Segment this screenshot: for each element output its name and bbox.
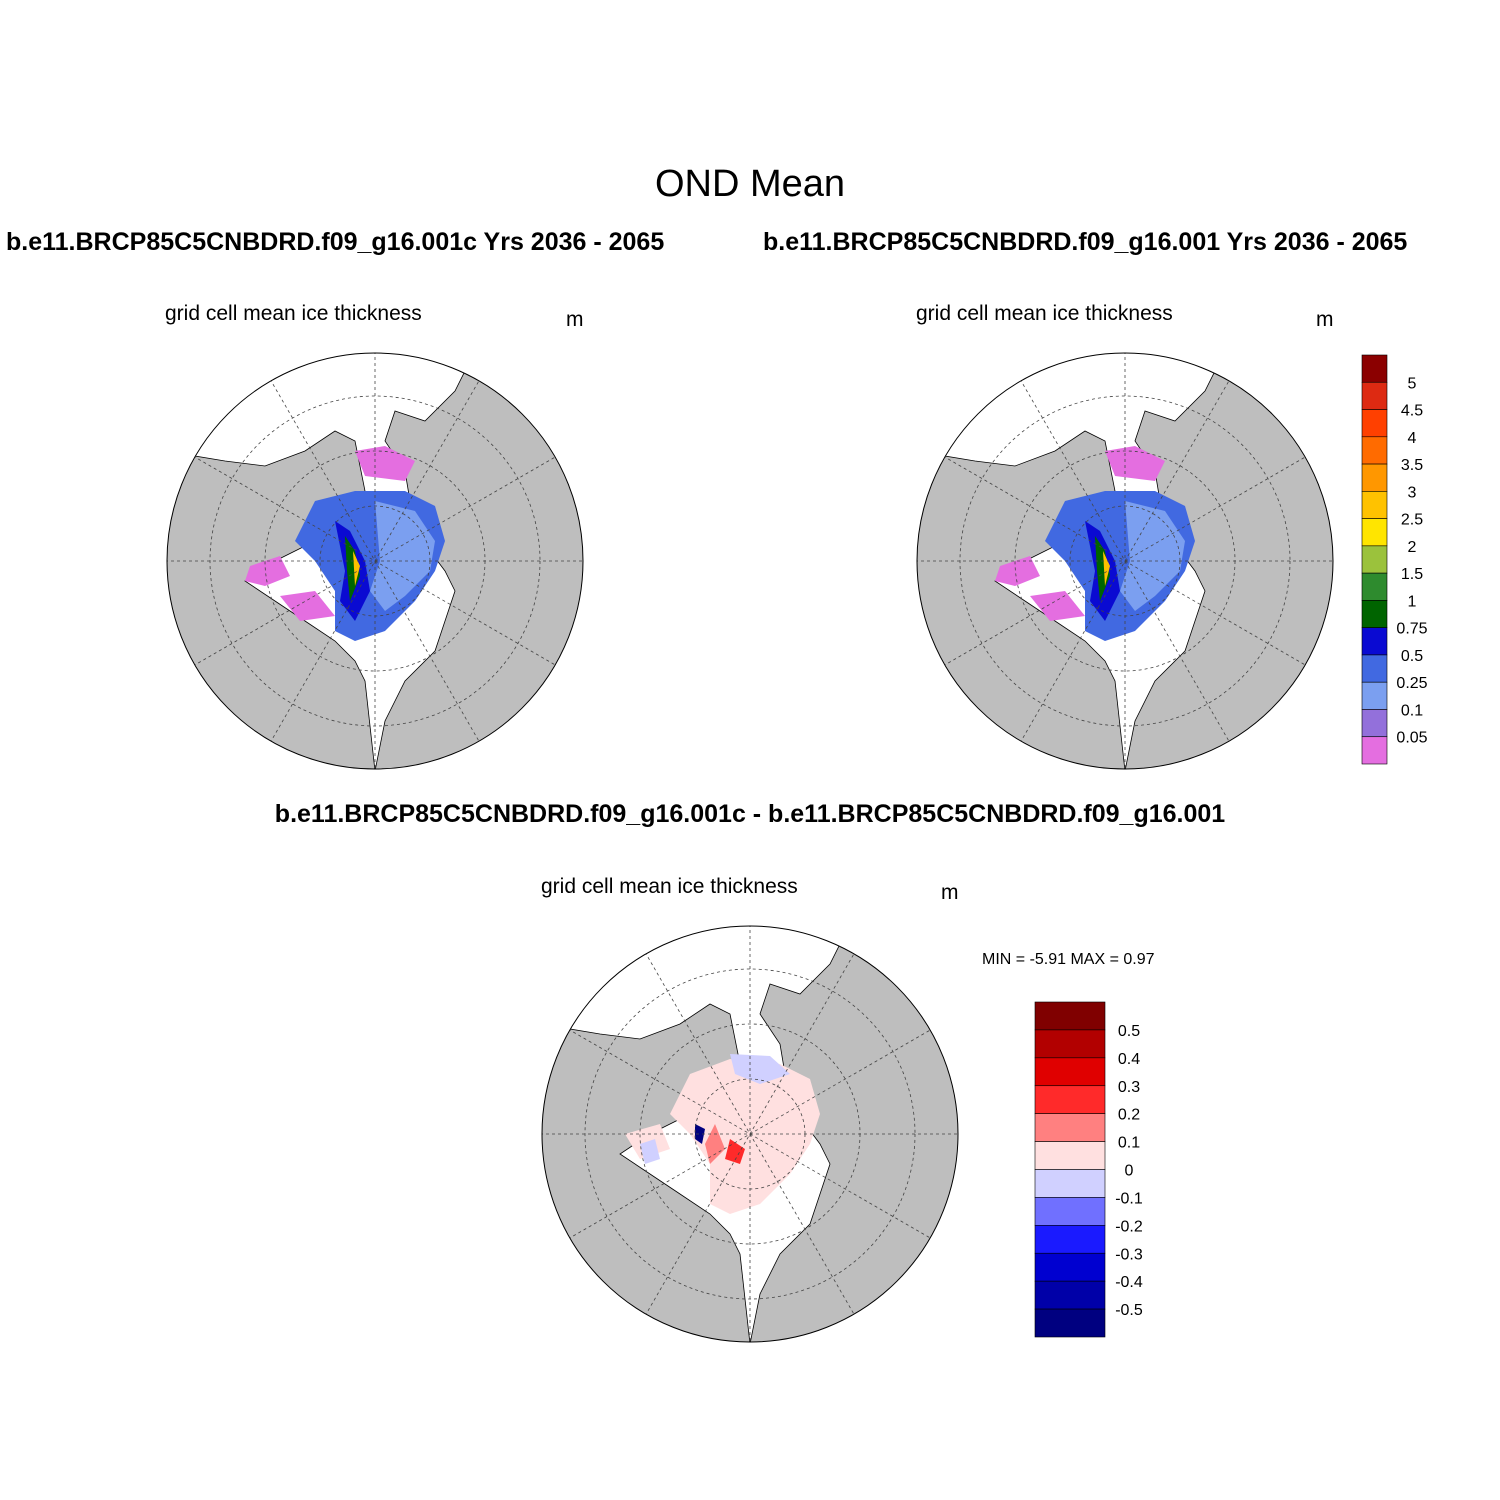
thickness-colorbar-tick-label: 3 [1408, 484, 1417, 501]
left-polar-map [166, 352, 584, 770]
diff-colorbar-tick-label: -0.1 [1115, 1190, 1143, 1207]
right-panel-unit: m [1316, 308, 1334, 331]
diff-colorbar-swatch [1034, 1308, 1106, 1338]
thickness-colorbar-tick-label: 0.25 [1396, 675, 1427, 692]
thickness-colorbar-tick-label: 1 [1408, 593, 1417, 610]
thickness-colorbar-swatch [1361, 654, 1388, 683]
diff-panel-unit: m [941, 881, 959, 904]
left-panel-label: grid cell mean ice thickness [165, 302, 422, 325]
diff-colorbar-swatch [1034, 1280, 1106, 1310]
diff-colorbar-tick-label: 0.5 [1118, 1023, 1140, 1040]
diff-colorbar-swatch [1034, 1085, 1106, 1114]
diff-minmax: MIN = -5.91 MAX = 0.97 [982, 951, 1155, 968]
thickness-colorbar-tick-label: 0.05 [1396, 730, 1427, 747]
thickness-colorbar-swatch [1361, 491, 1388, 519]
diff-colorbar-swatch [1034, 1057, 1106, 1087]
thickness-colorbar-tick-label: 1.5 [1401, 566, 1423, 583]
diff-colorbar-swatch [1034, 1197, 1106, 1226]
thickness-colorbar-swatch [1361, 381, 1388, 410]
diff-colorbar-tick-label: 0.4 [1118, 1051, 1140, 1068]
thickness-colorbar-swatch [1361, 709, 1388, 738]
thickness-colorbar-swatch [1361, 518, 1388, 547]
thickness-colorbar-tick-label: 2 [1408, 539, 1417, 556]
diff-colorbar-tick-label: -0.3 [1115, 1246, 1143, 1263]
right-case-title: b.e11.BRCP85C5CNBDRD.f09_g16.001 Yrs 203… [763, 228, 1408, 256]
diff-colorbar-swatch [1034, 1113, 1106, 1142]
thickness-colorbar-tick-label: 5 [1408, 375, 1417, 392]
diff-polar-map [541, 925, 959, 1343]
diff-colorbar-tick-label: 0.2 [1118, 1107, 1140, 1124]
diff-colorbar: 0.5 0.4 0.3 0.2 0.1 0 -0.1 -0.2 -0.3 -0.4 -0.5 [1034, 1001, 1143, 1338]
thickness-colorbar-swatch [1361, 436, 1388, 465]
diff-colorbar-tick-label: -0.2 [1115, 1218, 1143, 1235]
right-panel-label: grid cell mean ice thickness [916, 302, 1173, 325]
left-case-title: b.e11.BRCP85C5CNBDRD.f09_g16.001c Yrs 20… [6, 228, 665, 256]
thickness-colorbar-tick-label: 0.1 [1401, 702, 1423, 719]
diff-colorbar-swatch [1034, 1141, 1106, 1170]
thickness-colorbar-tick-label: 4 [1408, 430, 1417, 447]
diff-colorbar-tick-label: 0 [1125, 1163, 1134, 1180]
diff-panel-label: grid cell mean ice thickness [541, 875, 798, 898]
diff-colorbar-swatch [1034, 1169, 1106, 1198]
diff-colorbar-swatch [1034, 1029, 1106, 1059]
diff-colorbar-swatch [1034, 1252, 1106, 1282]
diff-colorbar-swatch [1034, 1225, 1106, 1254]
thickness-colorbar-swatch [1361, 409, 1388, 438]
right-polar-map [916, 352, 1334, 770]
thickness-colorbar-tick-label: 3.5 [1401, 457, 1423, 474]
thickness-colorbar-swatch [1361, 681, 1388, 710]
thickness-colorbar-swatch [1361, 736, 1388, 765]
diff-colorbar-tick-label: -0.5 [1115, 1302, 1143, 1319]
thickness-colorbar-swatch [1361, 354, 1388, 383]
thickness-colorbar-swatch [1361, 572, 1388, 601]
thickness-colorbar-tick-label: 2.5 [1401, 512, 1423, 529]
thickness-colorbar: 5 4.5 4 3.5 3 2.5 2 1.5 1 0.75 0.5 0.25 0.1 0.05 [1361, 354, 1428, 765]
thickness-colorbar-swatch [1361, 463, 1388, 492]
thickness-colorbar-tick-label: 0.5 [1401, 648, 1423, 665]
thickness-colorbar-tick-label: 4.5 [1401, 403, 1423, 420]
thickness-colorbar-swatch [1361, 600, 1388, 628]
diff-colorbar-swatch [1034, 1001, 1106, 1031]
diff-colorbar-tick-label: -0.4 [1115, 1274, 1143, 1291]
figure-title: OND Mean [654, 163, 846, 205]
diff-colorbar-tick-label: 0.3 [1118, 1079, 1140, 1096]
thickness-colorbar-tick-label: 0.75 [1396, 621, 1427, 638]
thickness-colorbar-swatch [1361, 545, 1388, 574]
diff-title: b.e11.BRCP85C5CNBDRD.f09_g16.001c - b.e1… [274, 800, 1226, 828]
thickness-colorbar-swatch [1361, 627, 1388, 656]
left-panel-unit: m [566, 308, 584, 331]
diff-colorbar-tick-label: 0.1 [1118, 1135, 1140, 1152]
